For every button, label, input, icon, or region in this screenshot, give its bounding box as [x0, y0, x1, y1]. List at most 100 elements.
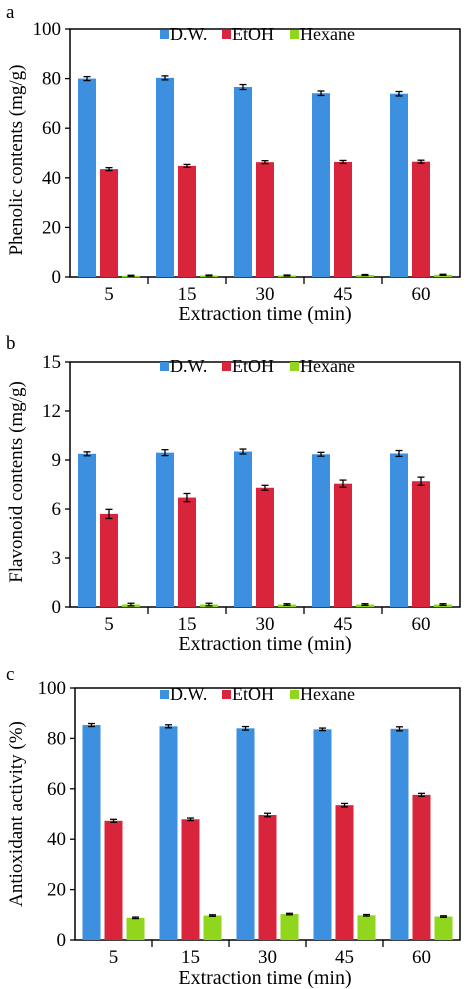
bar-etoh [412, 794, 431, 940]
error-bar [395, 449, 403, 458]
bar-dw [390, 93, 408, 277]
panel-b: b Flavonoid contents (mg/g) 0 3 6 9 12 15 5 15 3… [6, 333, 461, 655]
bar-hexane [280, 914, 299, 940]
error-bar [363, 913, 370, 917]
legend-swatch [222, 690, 231, 699]
bar-dw [390, 453, 408, 607]
error-bar [361, 603, 369, 607]
error-bar [83, 451, 91, 457]
bar-etoh [412, 481, 430, 607]
y-axis-title: Antioxidant activity (%) [6, 721, 27, 907]
bar-dw [159, 726, 178, 940]
error-bar [417, 159, 425, 164]
bar-hexane [357, 915, 376, 940]
error-bar [339, 159, 347, 165]
error-bar [183, 163, 191, 169]
legend-swatch [160, 362, 169, 371]
bar-etoh [256, 487, 274, 607]
error-bar [440, 915, 447, 918]
y-tick-label: 40 [47, 829, 66, 850]
x-tick-label: 5 [104, 614, 114, 635]
error-bar [88, 722, 95, 728]
error-bar [239, 448, 247, 455]
error-bar [283, 274, 291, 277]
legend-label: Hexane [300, 684, 355, 704]
bar-etoh [181, 819, 200, 940]
bar-etoh [258, 815, 277, 940]
xlabel: Extraction time (min) [178, 303, 351, 325]
error-bar [361, 273, 369, 277]
error-bar [205, 274, 213, 277]
xlabel: Extraction time (min) [178, 633, 351, 655]
ylabel: Phenolic contents (mg/g) [6, 64, 27, 255]
legend-label: D.W. [170, 356, 207, 376]
error-bar [439, 603, 447, 607]
y-tick-label: 9 [52, 450, 62, 471]
y-tick-label: 15 [42, 352, 61, 373]
error-bar [110, 818, 117, 823]
error-bar [261, 484, 269, 491]
x-tick-label: 60 [412, 284, 431, 305]
bar-etoh [104, 820, 123, 940]
panel-c: c Antioxidant activity (%) 0 20 40 60 80 100 5… [6, 664, 461, 989]
x-tick-label: 45 [334, 284, 353, 305]
error-bar [339, 479, 347, 488]
bar-etoh [334, 161, 352, 277]
bar-dw [234, 451, 252, 607]
xlabel: Extraction time (min) [178, 967, 351, 989]
bar-dw [82, 725, 101, 940]
legend-label: EtOH [232, 356, 274, 376]
y-tick-label: 20 [47, 880, 66, 901]
error-bar [341, 802, 348, 808]
panel-label: a [6, 2, 15, 23]
x-tick-label: 15 [178, 284, 197, 305]
y-tick-label: 100 [33, 19, 62, 40]
error-bar [161, 75, 169, 81]
bar-etoh [335, 805, 354, 940]
plot-area: 0 20 40 60 80 100 5 15 30 45 60 D.W. EtOH Hexane [33, 19, 461, 305]
y-tick-label: 60 [47, 779, 66, 800]
bar-dw [390, 728, 409, 940]
error-bar [264, 812, 271, 818]
panel-label: b [6, 333, 16, 354]
error-bar [395, 90, 403, 97]
error-bar [286, 912, 293, 916]
error-bar [396, 726, 403, 732]
bar-hexane [434, 916, 453, 940]
error-bar [127, 274, 135, 277]
plot-area: 0 20 40 60 80 100 5 15 30 45 60 D.W. EtOH Hexane [38, 678, 461, 968]
legend-swatch [290, 30, 299, 39]
bar-hexane [126, 917, 145, 940]
error-bar [319, 727, 326, 732]
bar-etoh [178, 497, 196, 607]
x-tick-label: 5 [109, 947, 119, 968]
error-bar [183, 492, 191, 503]
error-bar [132, 916, 139, 920]
y-axis-title: Flavonoid contents (mg/g) [6, 381, 27, 583]
plot-area: 0 3 6 9 12 15 5 15 30 45 60 D.W. EtOH Hexane [42, 352, 461, 635]
bar-dw [156, 77, 174, 277]
bar-dw [313, 729, 332, 940]
bar-etoh [178, 165, 196, 277]
y-tick-label: 0 [57, 930, 67, 951]
legend-swatch [290, 690, 299, 699]
error-bar [205, 602, 213, 607]
x-tick-label: 30 [256, 284, 275, 305]
error-bar [165, 724, 172, 729]
x-tick-label: 45 [335, 947, 354, 968]
bar-dw [234, 87, 252, 277]
legend-swatch [160, 690, 169, 699]
error-bar [187, 817, 194, 822]
legend-label: EtOH [232, 684, 274, 704]
y-tick-label: 6 [52, 499, 62, 520]
error-bar [317, 451, 325, 457]
legend-label: Hexane [300, 356, 355, 376]
error-bar [209, 914, 216, 917]
legend-label: EtOH [232, 24, 274, 44]
error-bar [439, 273, 447, 276]
y-tick-label: 100 [38, 678, 67, 699]
legend-label: D.W. [170, 24, 207, 44]
error-bar [261, 160, 269, 165]
y-tick-label: 40 [42, 168, 61, 189]
